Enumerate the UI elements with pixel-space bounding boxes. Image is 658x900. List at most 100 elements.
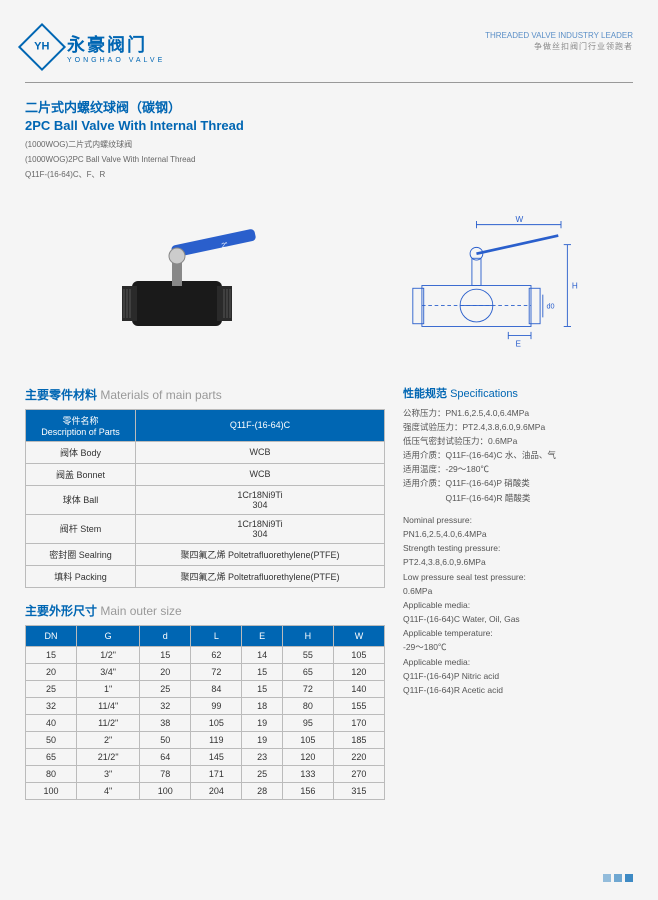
spec-line: PT2.4,3.8,6.0,9.6MPa (403, 556, 633, 569)
size-cell: 65 (282, 663, 333, 680)
size-cell: 2" (77, 731, 140, 748)
spec-line: PN1.6,2.5,4.0,6.4MPa (403, 528, 633, 541)
spec-line: Applicable temperature: (403, 627, 633, 640)
sizes-table: DNGdLEHW 151/2"15621455105203/4"20721565… (25, 625, 385, 800)
specs-heading: 性能规范 Specifications (403, 386, 633, 403)
mat-col1: 零件名称 Description of Parts (26, 409, 136, 441)
subtitle-3: Q11F-(16-64)C、F、R (25, 169, 633, 180)
spec-line: Low pressure seal test pressure: (403, 571, 633, 584)
size-cell: 80 (26, 765, 77, 782)
mat-value: 聚四氟乙烯 Poltetrafluorethylene(PTFE) (136, 565, 385, 587)
spec-line: Applicable media: (403, 599, 633, 612)
mat-label: 球体 Ball (26, 485, 136, 514)
size-cell: 105 (282, 731, 333, 748)
technical-diagram: W H d0 E (381, 206, 581, 356)
size-col: E (242, 625, 282, 646)
size-cell: 21/2" (77, 748, 140, 765)
mat-label: 填料 Packing (26, 565, 136, 587)
logo-cn: 永豪阀门 (67, 31, 165, 57)
size-col: L (191, 625, 242, 646)
specs-cn-block: 公称压力：PN1.6,2.5,4.0,6.4MPa强度试验压力：PT2.4,3.… (403, 407, 633, 505)
size-cell: 220 (333, 748, 384, 765)
image-row: 2" (25, 201, 633, 361)
size-cell: 19 (242, 731, 282, 748)
page-marker-icon (603, 874, 633, 882)
size-cell: 145 (191, 748, 242, 765)
table-row: 填料 Packing聚四氟乙烯 Poltetrafluorethylene(PT… (26, 565, 385, 587)
table-row: 1004"10020428156315 (26, 782, 385, 799)
size-cell: 32 (140, 697, 191, 714)
left-column: 主要零件材料 Materials of main parts 零件名称 Desc… (25, 386, 385, 800)
size-cell: 20 (26, 663, 77, 680)
size-cell: 50 (26, 731, 77, 748)
content-row: 主要零件材料 Materials of main parts 零件名称 Desc… (25, 386, 633, 800)
svg-text:E: E (516, 339, 522, 348)
spec-line: 适用介质：Q11F-(16-64)C 水、油品、气 (403, 449, 633, 462)
size-cell: 15 (242, 680, 282, 697)
spec-line: -29～180℃ (403, 641, 633, 654)
page-header: YH 永豪阀门 YONGHAO VALVE THREADED VALVE IND… (25, 30, 633, 64)
svg-text:d0: d0 (546, 301, 554, 310)
size-cell: 315 (333, 782, 384, 799)
materials-heading-en: Materials of main parts (100, 388, 221, 402)
size-cell: 11/4" (77, 697, 140, 714)
size-cell: 3/4" (77, 663, 140, 680)
size-cell: 4" (77, 782, 140, 799)
size-cell: 3" (77, 765, 140, 782)
materials-table: 零件名称 Description of Parts Q11F-(16-64)C … (25, 409, 385, 588)
size-col: G (77, 625, 140, 646)
size-cell: 11/2" (77, 714, 140, 731)
size-cell: 204 (191, 782, 242, 799)
size-cell: 185 (333, 731, 384, 748)
table-row: 203/4"20721565120 (26, 663, 385, 680)
mat-label: 阀杆 Stem (26, 514, 136, 543)
logo-en: YONGHAO VALVE (67, 57, 165, 64)
size-cell: 170 (333, 714, 384, 731)
size-cell: 78 (140, 765, 191, 782)
size-cell: 120 (333, 663, 384, 680)
mat-label: 密封圈 Sealring (26, 543, 136, 565)
specs-en-block: Nominal pressure:PN1.6,2.5,4.0,6.4MPaStr… (403, 514, 633, 697)
size-cell: 40 (26, 714, 77, 731)
table-row: 3211/4"32991880155 (26, 697, 385, 714)
size-cell: 72 (282, 680, 333, 697)
sizes-heading-cn: 主要外形尺寸 (25, 604, 97, 618)
header-tagline: THREADED VALVE INDUSTRY LEADER 争做丝扣阀门行业领… (485, 30, 633, 52)
tagline-cn: 争做丝扣阀门行业领跑者 (485, 41, 633, 52)
size-col: W (333, 625, 384, 646)
product-photo: 2" (77, 206, 277, 356)
mat-value: WCB (136, 463, 385, 485)
table-row: 4011/2"381051995170 (26, 714, 385, 731)
size-cell: 19 (242, 714, 282, 731)
table-row: 球体 Ball1Cr18Ni9Ti 304 (26, 485, 385, 514)
table-row: 6521/2"6414523120220 (26, 748, 385, 765)
spec-line: Nominal pressure: (403, 514, 633, 527)
logo-text: 永豪阀门 YONGHAO VALVE (67, 31, 165, 64)
specs-heading-en: Specifications (450, 388, 518, 400)
logo-block: YH 永豪阀门 YONGHAO VALVE (25, 30, 165, 64)
size-cell: 120 (282, 748, 333, 765)
size-cell: 84 (191, 680, 242, 697)
table-row: 阀杆 Stem1Cr18Ni9Ti 304 (26, 514, 385, 543)
size-cell: 20 (140, 663, 191, 680)
size-cell: 15 (26, 646, 77, 663)
size-cell: 38 (140, 714, 191, 731)
spec-line: Strength testing pressure: (403, 542, 633, 555)
subtitle-1: (1000WOG)二片式内螺纹球阀 (25, 139, 633, 150)
size-cell: 140 (333, 680, 384, 697)
spec-line: Applicable media: (403, 656, 633, 669)
size-cell: 32 (26, 697, 77, 714)
materials-heading-cn: 主要零件材料 (25, 388, 97, 402)
size-cell: 1/2" (77, 646, 140, 663)
spec-line: 强度试验压力：PT2.4,3.8,6.0,9.6MPa (403, 421, 633, 434)
materials-heading: 主要零件材料 Materials of main parts (25, 386, 385, 403)
table-row: 阀盖 BonnetWCB (26, 463, 385, 485)
spec-line: 适用介质：Q11F-(16-64)P 硝酸类 (403, 477, 633, 490)
size-cell: 25 (140, 680, 191, 697)
svg-text:W: W (516, 214, 524, 223)
size-cell: 80 (282, 697, 333, 714)
mat-value: 1Cr18Ni9Ti 304 (136, 485, 385, 514)
mat-col2: Q11F-(16-64)C (136, 409, 385, 441)
spec-line: 低压气密封试验压力：0.6MPa (403, 435, 633, 448)
spec-line: 适用温度：-29～180℃ (403, 463, 633, 476)
